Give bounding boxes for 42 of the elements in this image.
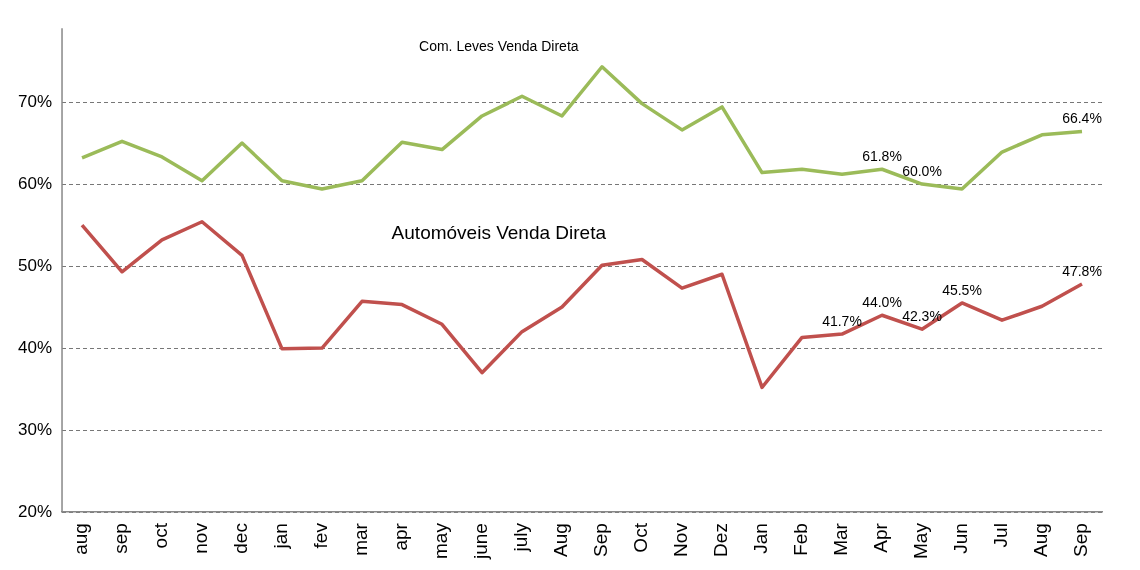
x-tick-label: May bbox=[910, 522, 932, 559]
x-tick-label: fev bbox=[310, 522, 332, 549]
x-tick-label: Oct bbox=[630, 522, 652, 553]
x-tick-label: apr bbox=[390, 522, 412, 551]
data-label: 66.4% bbox=[1062, 110, 1102, 127]
x-tick-label: mar bbox=[350, 522, 372, 556]
x-tick-label: Feb bbox=[790, 523, 812, 556]
x-tick-label: Sep bbox=[590, 523, 612, 557]
y-tick-label: 70% bbox=[17, 91, 53, 111]
x-tick-label: Apr bbox=[870, 522, 892, 553]
x-tick-label: june bbox=[470, 523, 492, 560]
x-tick-label: july bbox=[510, 522, 532, 553]
data-label: 61.8% bbox=[862, 148, 902, 165]
data-label: 42.3% bbox=[902, 308, 942, 325]
series-label: Automóveis Venda Direta bbox=[391, 222, 607, 244]
x-tick-label: dec bbox=[230, 523, 252, 554]
y-tick-label: 30% bbox=[17, 419, 53, 439]
x-tick-label: Jul bbox=[990, 523, 1012, 548]
x-tick-label: may bbox=[430, 522, 452, 559]
x-tick-label: sep bbox=[110, 523, 132, 554]
x-tick-label: Jun bbox=[950, 523, 972, 554]
x-tick-label: Jan bbox=[750, 523, 772, 554]
x-tick-label: nov bbox=[190, 522, 212, 554]
x-tick-label: aug bbox=[70, 523, 92, 555]
x-tick-label: oct bbox=[150, 522, 172, 549]
data-label: 60.0% bbox=[902, 162, 942, 179]
x-tick-label: Sep bbox=[1070, 523, 1092, 557]
data-label: 45.5% bbox=[942, 281, 982, 298]
x-tick-label: Dez bbox=[710, 523, 732, 557]
data-label: 41.7% bbox=[822, 312, 862, 329]
series-label: Com. Leves Venda Direta bbox=[419, 38, 579, 55]
x-tick-label: Aug bbox=[1030, 523, 1052, 557]
y-tick-label: 60% bbox=[17, 173, 53, 193]
y-tick-label: 20% bbox=[17, 501, 53, 521]
y-tick-label: 40% bbox=[17, 337, 53, 357]
data-label: 44.0% bbox=[862, 294, 902, 311]
x-tick-label: Nov bbox=[670, 522, 692, 557]
x-tick-label: Aug bbox=[550, 523, 572, 557]
y-tick-label: 50% bbox=[17, 255, 53, 275]
data-label: 47.8% bbox=[1062, 262, 1102, 279]
x-tick-label: jan bbox=[270, 523, 292, 550]
x-tick-label: Mar bbox=[830, 522, 852, 556]
